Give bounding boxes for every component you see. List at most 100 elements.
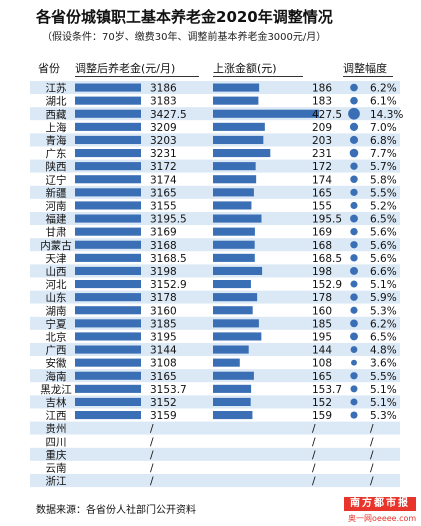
rate-dot — [348, 107, 360, 120]
rate-value: 5.7% — [370, 161, 397, 173]
pension-value: 3198 — [150, 266, 177, 278]
province-label: 广东 — [46, 147, 67, 160]
province-label: 陕西 — [46, 160, 67, 173]
pension-value: 3168.5 — [150, 253, 187, 265]
pension-value: / — [150, 423, 154, 435]
increase-bar — [213, 214, 262, 223]
pension-value: 3231 — [150, 148, 177, 160]
increase-bar — [213, 293, 258, 302]
rate-value: 5.3% — [370, 410, 397, 422]
pension-value: / — [150, 476, 154, 488]
rate-dot — [350, 346, 358, 353]
increase-value: 153.7 — [312, 384, 342, 396]
rate-value: 14.3% — [370, 109, 403, 121]
pension-bar — [75, 280, 141, 289]
rate-value: 5.9% — [370, 292, 397, 304]
rate-dot — [349, 148, 359, 158]
pension-bar — [75, 345, 141, 354]
pension-value: 3165 — [150, 187, 177, 199]
pension-bar — [75, 253, 141, 262]
pension-bar — [75, 162, 141, 171]
province-label: 浙江 — [46, 476, 67, 488]
province-label: 河北 — [46, 279, 67, 291]
province-label: 山西 — [46, 266, 67, 278]
header-underline-pension — [75, 76, 199, 77]
increase-value: 209 — [312, 122, 332, 134]
province-label: 江西 — [46, 410, 67, 422]
pension-bar — [75, 201, 141, 210]
rate-dot — [350, 201, 358, 209]
increase-value: 198 — [312, 266, 332, 278]
increase-value: 144 — [312, 345, 332, 357]
increase-bar — [213, 227, 255, 236]
rate-dot — [350, 372, 358, 380]
header-rate: 调整幅度 — [343, 62, 387, 75]
pension-value: 3160 — [150, 305, 177, 317]
rate-dot — [350, 162, 358, 170]
rate-value: / — [370, 476, 374, 488]
rate-dot — [350, 385, 358, 393]
province-label: 广西 — [46, 345, 67, 357]
pension-value: 3144 — [150, 345, 177, 357]
rate-dot — [350, 175, 358, 183]
header-underline-increase — [213, 76, 303, 77]
province-label: 辽宁 — [46, 173, 67, 186]
increase-value: 155 — [312, 200, 332, 212]
increase-value: 108 — [312, 358, 332, 370]
pension-bar — [75, 135, 141, 144]
pension-bar — [75, 384, 141, 393]
pension-value: 3155 — [150, 200, 177, 212]
increase-bar — [213, 122, 265, 131]
pension-bar — [75, 371, 141, 380]
rate-value: 6.5% — [370, 331, 397, 343]
increase-value: 159 — [312, 410, 332, 422]
increase-value: 195 — [312, 331, 332, 343]
rate-value: 6.1% — [370, 96, 397, 108]
pension-bar — [75, 293, 141, 302]
pension-value: 3183 — [150, 96, 177, 108]
province-label: 山东 — [46, 291, 67, 304]
increase-bar — [213, 397, 251, 406]
rate-dot — [351, 359, 357, 366]
rate-dot — [350, 254, 358, 262]
rate-dot — [350, 293, 358, 301]
increase-value: / — [312, 423, 316, 435]
province-label: 云南 — [46, 461, 67, 474]
increase-bar — [213, 332, 262, 341]
increase-value: 427.5 — [312, 109, 342, 121]
province-label: 西藏 — [46, 109, 67, 121]
increase-value: 152.9 — [312, 279, 342, 291]
pension-bar — [75, 149, 141, 158]
increase-bar — [213, 266, 263, 275]
pension-bar — [75, 266, 141, 275]
province-label: 河南 — [46, 199, 67, 212]
rate-value: 5.1% — [370, 279, 397, 291]
rate-value: / — [370, 436, 374, 448]
province-label: 湖南 — [46, 304, 67, 317]
increase-bar — [213, 384, 252, 393]
pension-value: 3169 — [150, 227, 177, 239]
province-label: 安徽 — [46, 357, 67, 370]
province-label: 北京 — [46, 330, 67, 343]
pension-value: 3427.5 — [150, 109, 187, 121]
pension-value: 3178 — [150, 292, 177, 304]
increase-bar — [213, 371, 254, 380]
rate-value: 7.7% — [370, 148, 397, 160]
increase-value: 172 — [312, 161, 332, 173]
pension-value: 3159 — [150, 410, 177, 422]
province-label: 江苏 — [46, 82, 67, 95]
province-label: 四川 — [46, 436, 67, 448]
pension-value: 3174 — [150, 174, 177, 186]
header-underline-rate — [343, 76, 393, 77]
pension-value: 3185 — [150, 318, 177, 330]
pension-value: / — [150, 436, 154, 448]
chart-title: 各省份城镇职工基本养老金2020年调整情况 — [36, 8, 333, 26]
rate-value: 5.8% — [370, 174, 397, 186]
rate-dot — [350, 241, 358, 249]
newspaper-logo-sub: 奥一网oeeee.com — [348, 514, 417, 523]
pension-bar — [75, 411, 141, 420]
rate-value: 6.6% — [370, 266, 397, 278]
increase-bar — [213, 319, 259, 328]
increase-value: 168.5 — [312, 253, 342, 265]
